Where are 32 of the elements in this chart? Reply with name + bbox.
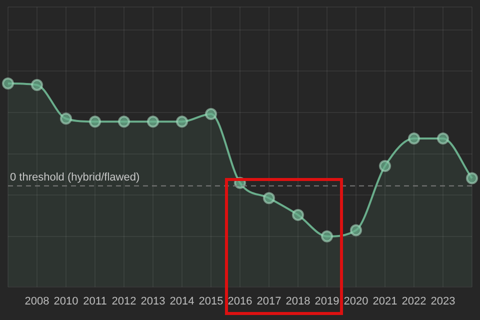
x-tick-label: 2021 <box>372 295 398 308</box>
x-tick-label: 2016 <box>228 295 252 308</box>
x-tick-label: 2010 <box>54 295 78 308</box>
point <box>350 224 362 236</box>
point <box>176 116 188 128</box>
x-tick-label: 2018 <box>286 295 310 308</box>
point <box>31 78 43 91</box>
x-tick-label: 2019 <box>314 295 340 308</box>
ref-line-label: 0 threshold (hybrid/flawed) <box>10 171 140 184</box>
x-tick-label: 2015 <box>198 295 224 308</box>
x-tick-label: 2022 <box>402 295 426 308</box>
point <box>2 77 14 90</box>
x-tick-label: 2023 <box>430 295 456 308</box>
point <box>60 112 72 125</box>
point <box>89 116 101 128</box>
x-tick-label: 2017 <box>256 295 282 308</box>
point <box>263 192 275 204</box>
point <box>321 230 333 242</box>
x-tick-label: 2011 <box>83 295 107 308</box>
x-tick-label: 2008 <box>24 295 50 308</box>
point <box>408 132 420 144</box>
point <box>292 208 304 221</box>
point <box>437 132 449 144</box>
x-tick-label: 2014 <box>170 295 194 308</box>
x-tick-label: 2012 <box>112 295 136 308</box>
point <box>147 116 159 128</box>
point <box>205 108 217 120</box>
point <box>379 160 391 172</box>
x-tick-label: 2020 <box>344 295 368 308</box>
point <box>118 116 130 128</box>
point <box>466 172 478 184</box>
x-tick-label: 2013 <box>140 295 166 308</box>
